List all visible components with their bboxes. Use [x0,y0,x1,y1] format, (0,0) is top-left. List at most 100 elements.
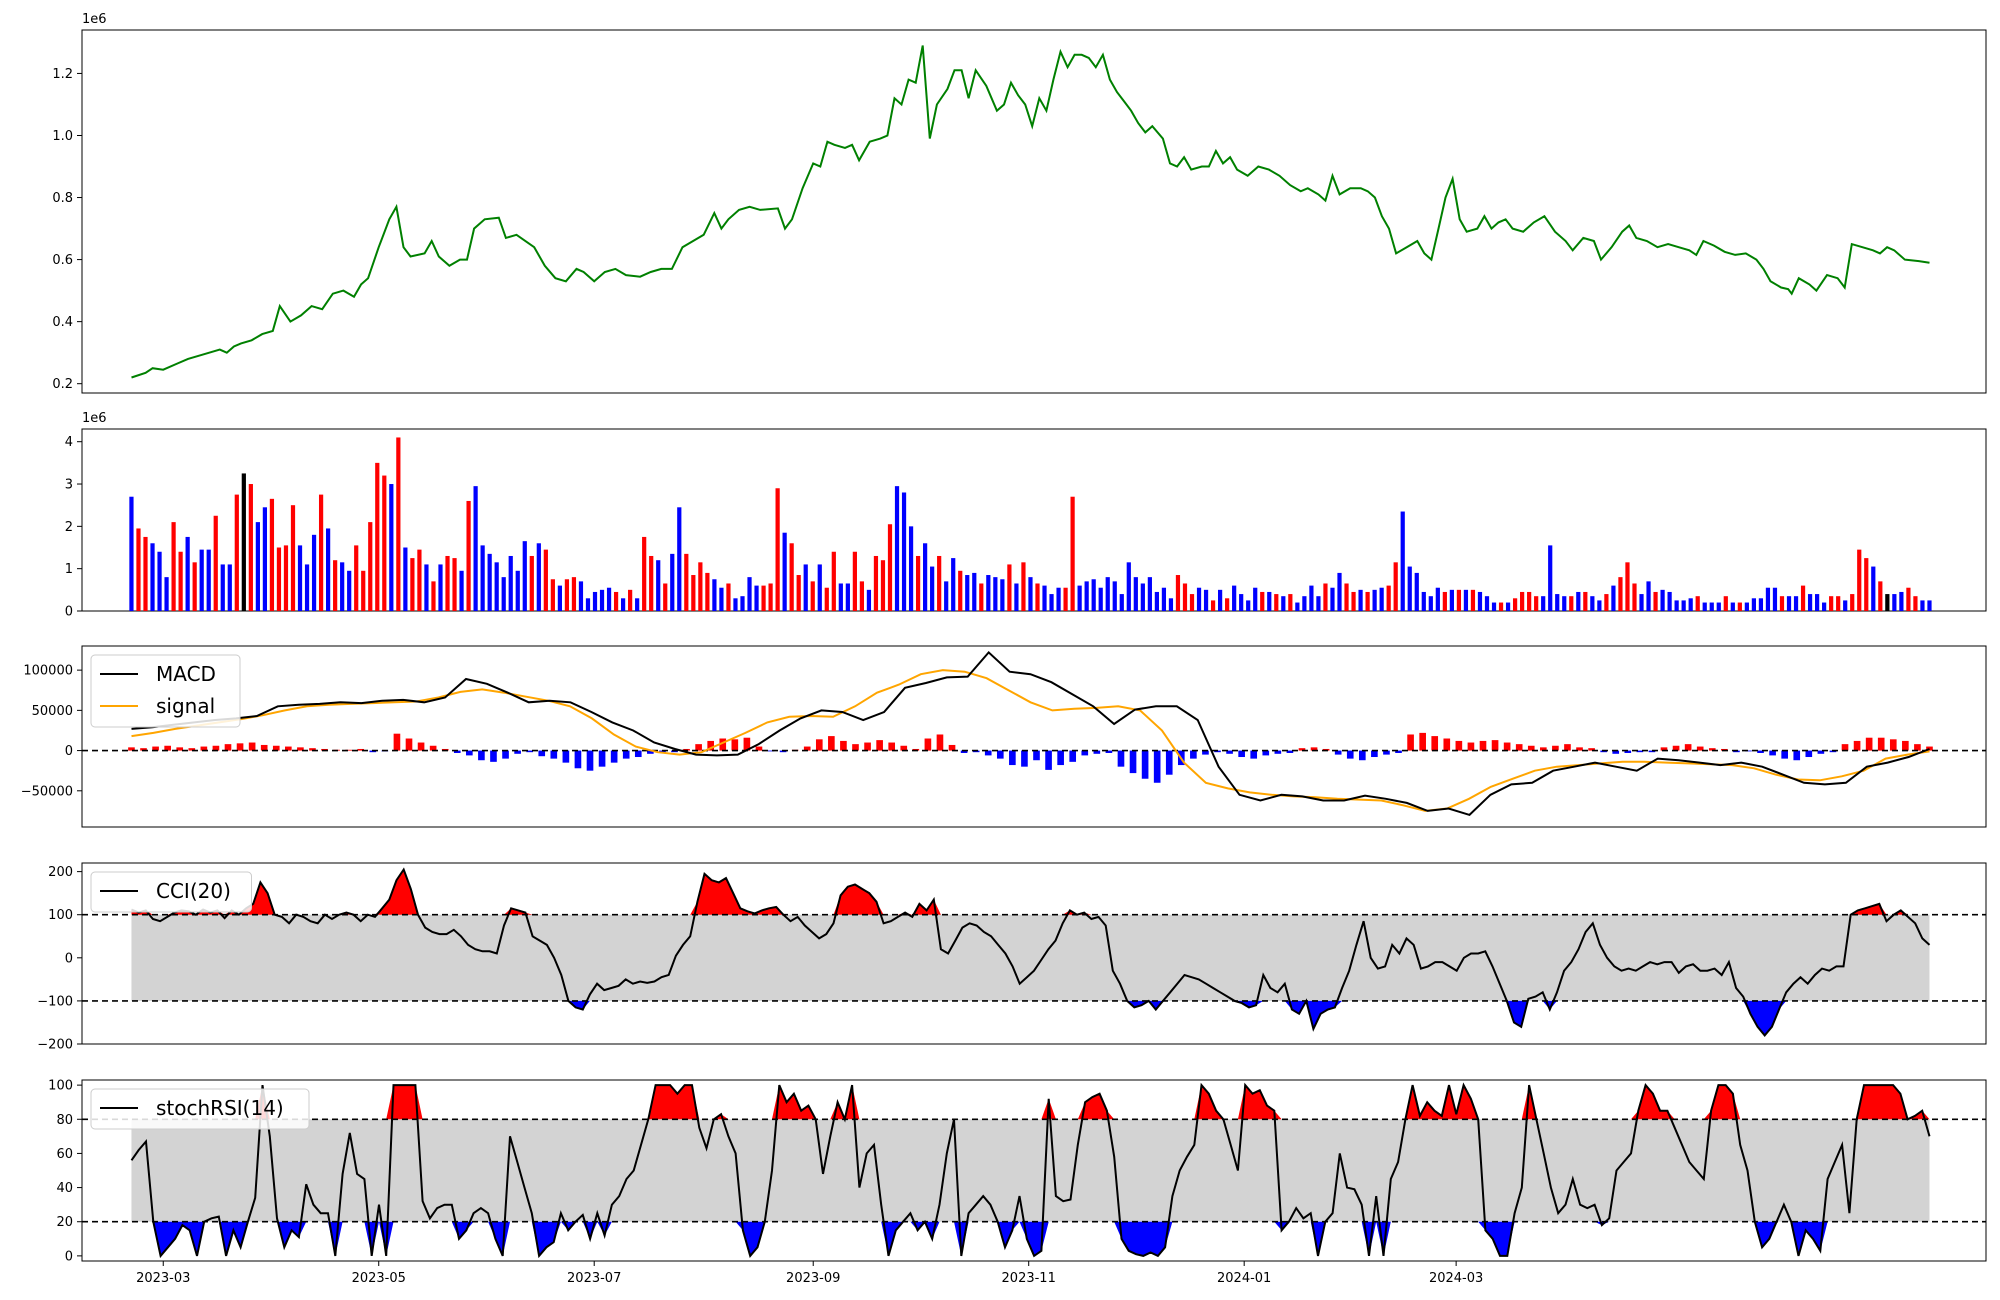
volume-bar [1161,587,1167,611]
legend-box [90,871,252,913]
macd-histogram-bar [1576,747,1583,751]
cci-panel: −200 −100 0 100 200 CCI(20) [37,862,1987,1053]
macd-histogram-bar [1889,739,1897,751]
macd-histogram-bar [1660,747,1668,751]
volume-bar [515,570,520,611]
volume-bar [578,581,584,611]
volume-bar [347,570,352,611]
volume-bar [283,545,289,611]
macd-histogram-bar [466,750,473,756]
volume-bar [340,562,345,611]
y-tick-label: 0 [65,1249,73,1264]
volume-bar [1147,577,1152,611]
volume-bar [1590,596,1595,611]
y-tick-label: −50000 [21,784,73,799]
macd-histogram-bar [671,750,678,753]
macd-histogram-bar [1793,750,1801,761]
volume-bar [529,555,534,611]
volume-bar [1119,594,1124,611]
macd-histogram-bar [1322,748,1330,751]
x-axis: 2023-03 2023-05 2023-07 2023-09 2023-11 2024-… [136,1261,1483,1286]
volume-bar [937,555,942,611]
volume-bar [1330,587,1335,611]
x-tick-label: 2023-07 [567,1271,621,1286]
macd-histogram-bar [490,750,497,762]
volume-bar [670,553,675,611]
macd-histogram-bar [1045,750,1052,770]
macd-histogram-bar [1358,750,1366,761]
volume-bar [831,551,836,611]
macd-histogram-bar [984,750,992,756]
volume-bar [290,505,296,611]
volume-bar [1906,587,1911,611]
y-tick-label: 0 [65,744,73,759]
macd-histogram-bar [1588,748,1595,751]
macd-histogram-bar [1527,745,1535,751]
macd-histogram-bar [1455,740,1463,751]
macd-histogram-bar [200,746,208,751]
stochrsi-line [130,1082,1931,1259]
volume-bar [691,575,696,611]
volume-bar [199,549,204,611]
macd-histogram-bar [188,748,196,751]
macd-histogram-bar [1419,732,1426,751]
volume-bar [522,541,527,611]
macd-histogram-bar [1117,750,1125,767]
volume-bar [944,581,949,611]
volume-bar [1070,496,1075,611]
volume-bar [1793,596,1799,611]
volume-bar [1597,600,1602,611]
volume-bar [1484,596,1490,611]
macd-histogram-bar [1093,750,1101,754]
volume-bar [480,545,485,611]
volume-bar [1217,589,1223,611]
macd-histogram-bar [1069,750,1077,762]
volume-bar [1520,591,1525,611]
volume-bar [880,560,886,611]
volume-bar [930,566,935,611]
macd-histogram-bar [224,744,232,751]
macd-histogram-bar [1262,750,1270,756]
volume-bar [684,553,689,611]
macd-histogram-bar [260,744,268,751]
volume-bar [768,583,773,611]
macd-histogram-bar [272,745,280,751]
y-tick-label: 50000 [32,704,73,719]
volume-bar [1836,596,1841,611]
volume-bar [1077,585,1082,611]
volume-bar [965,575,970,611]
volume-bar [1344,583,1349,611]
macd-histogram-bar [574,750,582,769]
macd-histogram-bar [236,743,244,751]
macd-histogram-bar [1383,750,1390,755]
macd-panel: −50000 0 50000 100000 MACD signal [21,645,1987,828]
legend-label: signal [156,694,215,718]
macd-histogram-bar [1757,750,1764,753]
macd-histogram-bar [297,747,304,751]
macd-histogram-bar [828,736,835,751]
volume-bar [1864,558,1869,611]
volume-bar [424,564,429,611]
volume-bar [887,524,893,611]
volume-bar [361,570,366,611]
macd-histogram-bar [285,746,292,751]
volume-bar [1421,591,1426,611]
volume-bar [1203,589,1209,611]
volume-bar [1871,566,1876,611]
macd-histogram-bar [1696,746,1704,751]
macd-histogram-bar [912,748,920,751]
macd-histogram-bar [321,748,328,751]
volume-bar [1035,583,1040,611]
volume-bar [796,575,801,611]
macd-histogram-bar [1841,744,1849,751]
volume-bar [417,549,422,611]
macd-histogram-bar [972,750,980,753]
volume-bar [1892,594,1897,611]
y-tick-label: −200 [37,1038,73,1053]
volume-bar [592,591,598,611]
macd-histogram-bar [441,748,449,751]
volume-bar [1049,594,1054,611]
volume-bar [656,560,661,611]
volume-bar [620,598,626,611]
